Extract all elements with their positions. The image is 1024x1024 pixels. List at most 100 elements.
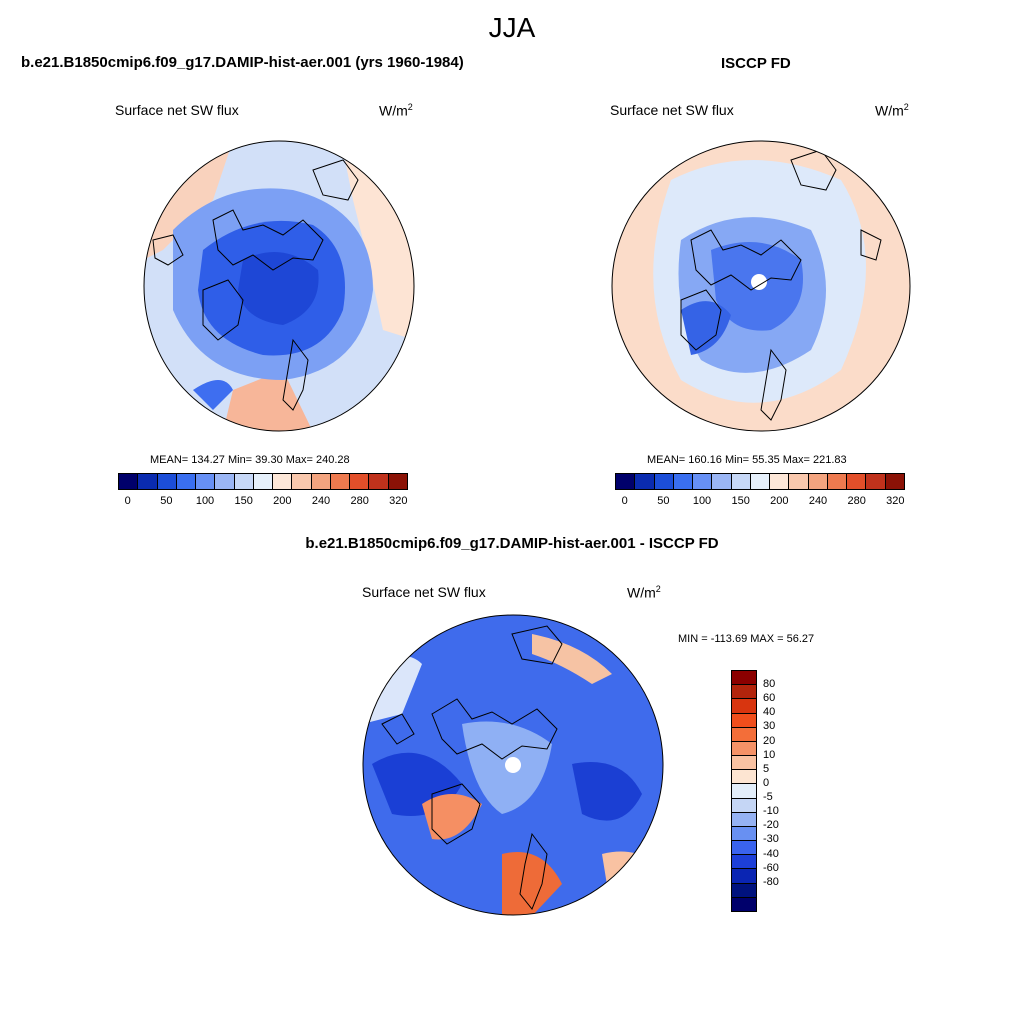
colorbar-swatch: [732, 812, 756, 827]
colorbar-swatch: [673, 474, 694, 489]
colorbar-swatch: [138, 474, 158, 489]
colorbar-tick-label: 240: [808, 495, 828, 507]
colorbar-swatch: [388, 474, 407, 489]
colorbar-tick-label: 150: [731, 495, 750, 507]
colorbar-swatch: [119, 474, 139, 489]
diff-missing-pole-mask: [505, 757, 521, 773]
model-panel-title: b.e21.B1850cmip6.f09_g17.DAMIP-hist-aer.…: [21, 54, 464, 71]
colorbar-tick-label: 280: [350, 495, 369, 507]
colorbar-tick-label: 0: [763, 776, 770, 789]
model-variable-label: Surface net SW flux: [115, 102, 239, 118]
model-warm-region-south: [223, 370, 313, 431]
colorbar-tick-label: -10: [763, 805, 779, 818]
diff-positive-region-south: [502, 852, 562, 915]
colorbar-tick-label: 200: [273, 495, 292, 507]
colorbar-swatch: [176, 474, 197, 489]
colorbar-swatch: [732, 727, 756, 742]
model-colorbar: 0 50 100 150 200 240 280 320: [118, 473, 408, 509]
colorbar-swatch: [731, 474, 751, 489]
diff-map-border: [362, 614, 664, 916]
colorbar-tick-label: 0: [124, 495, 131, 507]
diff-panel-title: b.e21.B1850cmip6.f09_g17.DAMIP-hist-aer.…: [305, 535, 719, 552]
obs-greenland-low-flux: [681, 301, 731, 355]
colorbar-swatch: [750, 474, 771, 489]
model-polar-map: [143, 140, 415, 432]
colorbar-swatch: [732, 699, 756, 714]
colorbar-tick-label: 10: [763, 748, 776, 761]
obs-variable-label: Surface net SW flux: [610, 102, 734, 118]
colorbar-tick-label: -30: [763, 833, 779, 846]
colorbar-swatch: [253, 474, 274, 489]
colorbar-tick-label: 50: [160, 495, 173, 507]
colorbar-tick-label: 320: [389, 495, 408, 507]
obs-coastlines: [680, 149, 882, 421]
colorbar-swatch: [732, 869, 756, 884]
colorbar-swatch: [732, 897, 756, 911]
obs-colorbar-swatches: [615, 473, 905, 490]
colorbar-swatch: [369, 474, 389, 489]
colorbar-swatch: [616, 474, 636, 489]
model-colorbar-swatches: [118, 473, 408, 490]
season-title: JJA: [488, 12, 536, 43]
colorbar-swatch: [654, 474, 674, 489]
model-units-label: W/m2: [379, 102, 413, 119]
diff-warm-region-north: [532, 634, 612, 684]
colorbar-swatch: [732, 883, 756, 898]
obs-map-border: [611, 140, 911, 432]
diff-polar-map: [362, 614, 664, 916]
colorbar-swatch: [732, 685, 756, 700]
colorbar-swatch: [732, 855, 756, 870]
obs-missing-pole-mask: [751, 274, 767, 290]
diff-colorbar-swatches: [731, 670, 757, 912]
colorbar-tick-label: 240: [311, 495, 331, 507]
colorbar-tick-label: -20: [763, 819, 779, 832]
diff-colorbar: 80 60 40 30 20 10 5 0 -5 -10 -20 -30 -40 -60 -80: [731, 670, 779, 912]
colorbar-swatch: [732, 784, 756, 799]
colorbar-swatch: [330, 474, 351, 489]
colorbar-tick-label: 60: [763, 692, 776, 705]
obs-colorbar-tick-labels: 0 50 100 150 200 240 280 320: [615, 495, 905, 509]
colorbar-tick-label: 200: [770, 495, 789, 507]
obs-polar-map: [611, 140, 911, 432]
model-map-border: [143, 140, 415, 432]
obs-stats-label: MEAN= 160.16 Min= 55.35 Max= 221.83: [647, 454, 847, 466]
colorbar-swatch: [770, 474, 790, 489]
colorbar-swatch: [311, 474, 331, 489]
colorbar-tick-label: -40: [763, 847, 779, 860]
model-small-blue-patch: [193, 380, 233, 410]
colorbar-swatch: [732, 741, 756, 757]
colorbar-tick-label: 280: [847, 495, 866, 507]
colorbar-swatch: [732, 841, 756, 856]
colorbar-tick-label: -5: [763, 791, 773, 804]
colorbar-swatch: [234, 474, 254, 489]
diff-stats-label: MIN = -113.69 MAX = 56.27: [678, 633, 815, 645]
colorbar-tick-label: 50: [657, 495, 670, 507]
colorbar-swatch: [292, 474, 312, 489]
diff-units-label: W/m2: [627, 584, 661, 601]
colorbar-swatch: [712, 474, 732, 489]
diff-variable-label: Surface net SW flux: [362, 584, 486, 600]
colorbar-tick-label: -80: [763, 875, 779, 888]
colorbar-tick-label: 150: [234, 495, 253, 507]
model-coastlines: [152, 159, 359, 411]
colorbar-tick-label: -60: [763, 861, 779, 874]
colorbar-swatch: [350, 474, 370, 489]
colorbar-tick-label: 20: [763, 734, 776, 747]
colorbar-swatch: [732, 770, 756, 785]
colorbar-tick-label: 80: [763, 678, 776, 691]
obs-colorbar: 0 50 100 150 200 240 280 320: [615, 473, 905, 509]
colorbar-swatch: [885, 474, 904, 489]
colorbar-tick-label: 40: [763, 706, 776, 719]
colorbar-tick-label: 320: [886, 495, 905, 507]
model-stats-label: MEAN= 134.27 Min= 39.30 Max= 240.28: [150, 454, 350, 466]
colorbar-swatch: [196, 474, 216, 489]
diff-positive-region-greenland: [422, 794, 482, 840]
colorbar-swatch: [732, 756, 756, 771]
colorbar-swatch: [215, 474, 235, 489]
colorbar-swatch: [693, 474, 713, 489]
colorbar-swatch: [789, 474, 809, 489]
colorbar-tick-label: 0: [621, 495, 628, 507]
colorbar-tick-label: 5: [763, 762, 770, 775]
colorbar-swatch: [157, 474, 177, 489]
colorbar-swatch: [847, 474, 867, 489]
